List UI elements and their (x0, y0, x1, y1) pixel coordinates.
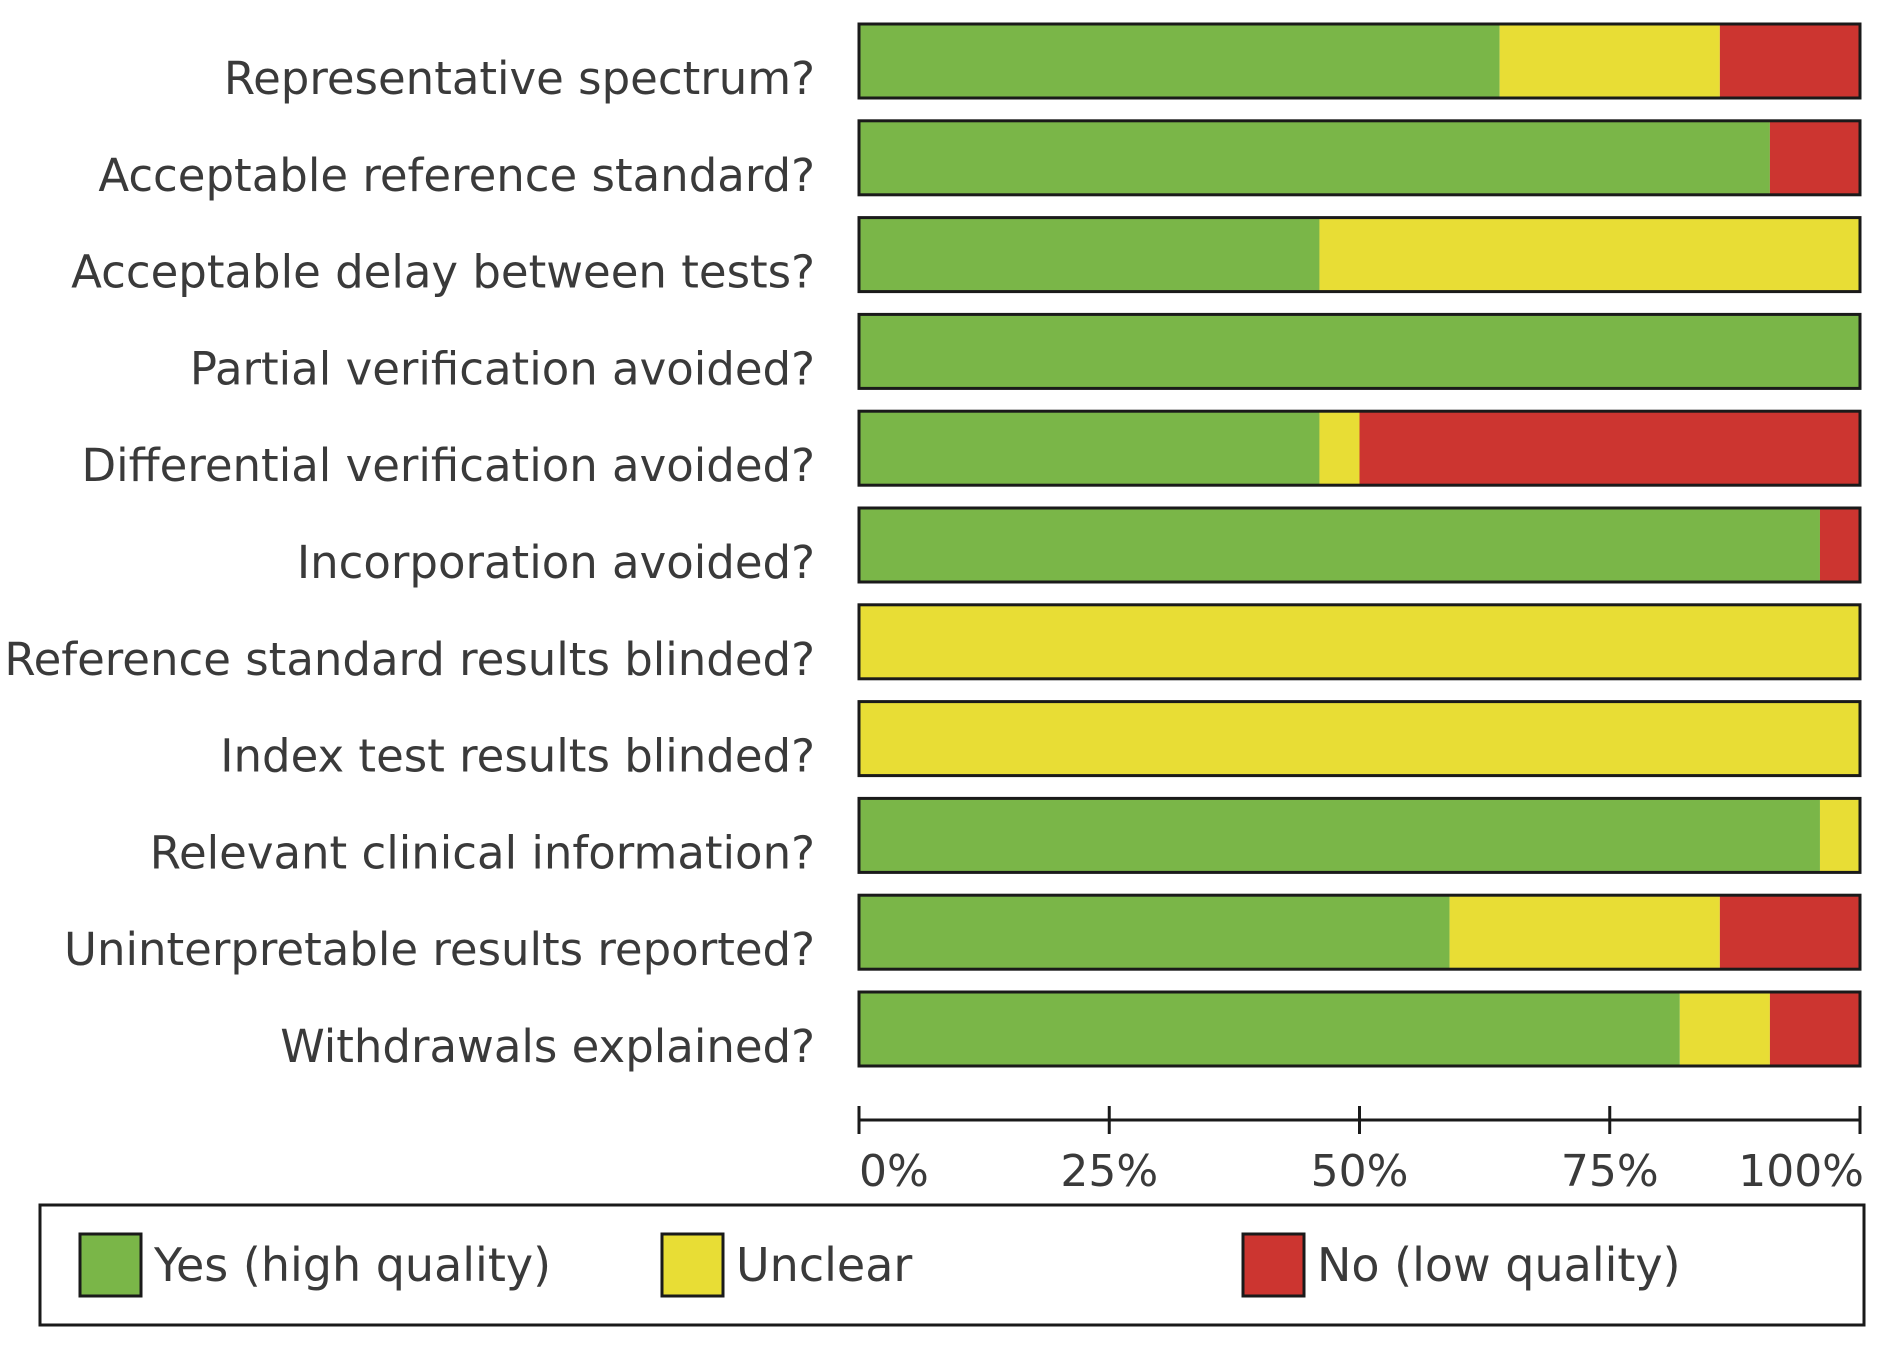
bar-segment-yes-high-quality-9 (859, 798, 1820, 873)
category-label-1: Representative spectrum? (224, 52, 815, 105)
legend-label-yes-high-quality: Yes (high quality) (153, 1238, 551, 1292)
bar-segment-unclear-10 (1449, 895, 1720, 970)
bar-segment-no-low-quality-11 (1769, 992, 1860, 1066)
bar-segment-unclear-8 (859, 701, 1860, 776)
legend-swatch-no-low-quality (1241, 1232, 1306, 1298)
x-tick-label-3: 50% (1311, 1146, 1409, 1197)
legend-frame (38, 1203, 1866, 1327)
bar-segment-unclear-9 (1819, 798, 1860, 873)
legend-label-unclear: Unclear (736, 1238, 912, 1292)
bar-outline-8 (857, 700, 1862, 778)
bar-segment-yes-high-quality-1 (859, 24, 1500, 98)
bar-segment-unclear-7 (859, 604, 1860, 679)
category-label-11: Withdrawals explained? (280, 1020, 815, 1073)
bar-segment-yes-high-quality-4 (859, 314, 1860, 389)
x-axis: 0% 25% 50% 75% 100% (857, 1106, 1864, 1197)
bar-outline-11 (857, 990, 1862, 1068)
legend: Yes (high quality) Unclear No (low quality… (38, 1203, 1866, 1327)
bar-outline-6 (857, 506, 1862, 584)
bar-segment-yes-high-quality-5 (859, 411, 1320, 486)
category-label-5: Differential verification avoided? (81, 439, 815, 492)
bar-segment-no-low-quality-10 (1719, 895, 1860, 970)
category-label-8: Index test results blinded? (220, 730, 815, 783)
category-label-7: Reference standard results blinded? (4, 633, 815, 686)
bar-segment-unclear-5 (1319, 411, 1360, 486)
legend-swatch-yes-high-quality (78, 1232, 143, 1298)
bar-outline-10 (857, 893, 1862, 971)
category-label-4: Partial verification avoided? (190, 342, 815, 395)
x-tick-label-5: 100% (1738, 1146, 1864, 1197)
bar-outline-2 (857, 119, 1862, 197)
category-label-10: Uninterpretable results reported? (64, 923, 815, 976)
category-labels: Representative spectrum? Acceptable refer… (4, 52, 815, 1073)
bar-segment-no-low-quality-2 (1769, 120, 1860, 195)
x-tick-label-4: 75% (1561, 1146, 1659, 1197)
category-label-9: Relevant clinical information? (150, 826, 815, 879)
bar-outline-7 (857, 603, 1862, 681)
bar-segment-no-low-quality-6 (1819, 508, 1860, 582)
bar-segment-yes-high-quality-11 (859, 992, 1680, 1066)
category-label-2: Acceptable reference standard? (98, 149, 815, 202)
bar-segment-unclear-1 (1499, 24, 1720, 98)
legend-label-no-low-quality: No (low quality) (1317, 1238, 1681, 1292)
bar-outline-3 (857, 216, 1862, 294)
bar-segment-no-low-quality-1 (1719, 24, 1860, 98)
bar-segment-unclear-11 (1679, 992, 1770, 1066)
bar-segment-yes-high-quality-10 (859, 895, 1450, 970)
x-tick-label-2: 25% (1060, 1146, 1158, 1197)
bar-outline-9 (857, 796, 1862, 874)
bar-outline-1 (857, 22, 1862, 100)
bar-segment-yes-high-quality-3 (859, 217, 1320, 292)
category-label-3: Acceptable delay between tests? (71, 246, 815, 299)
x-tick-label-1: 0% (859, 1146, 929, 1197)
bar-segment-yes-high-quality-2 (859, 120, 1770, 195)
bar-outline-5 (857, 409, 1862, 487)
bar-segment-yes-high-quality-6 (859, 508, 1820, 582)
legend-swatch-unclear (660, 1232, 725, 1298)
category-label-6: Incorporation avoided? (297, 536, 815, 589)
bar-segment-unclear-3 (1319, 217, 1860, 292)
bar-outline-4 (857, 312, 1862, 390)
bar-segment-no-low-quality-5 (1359, 411, 1860, 486)
bars-layer (857, 22, 1862, 1068)
